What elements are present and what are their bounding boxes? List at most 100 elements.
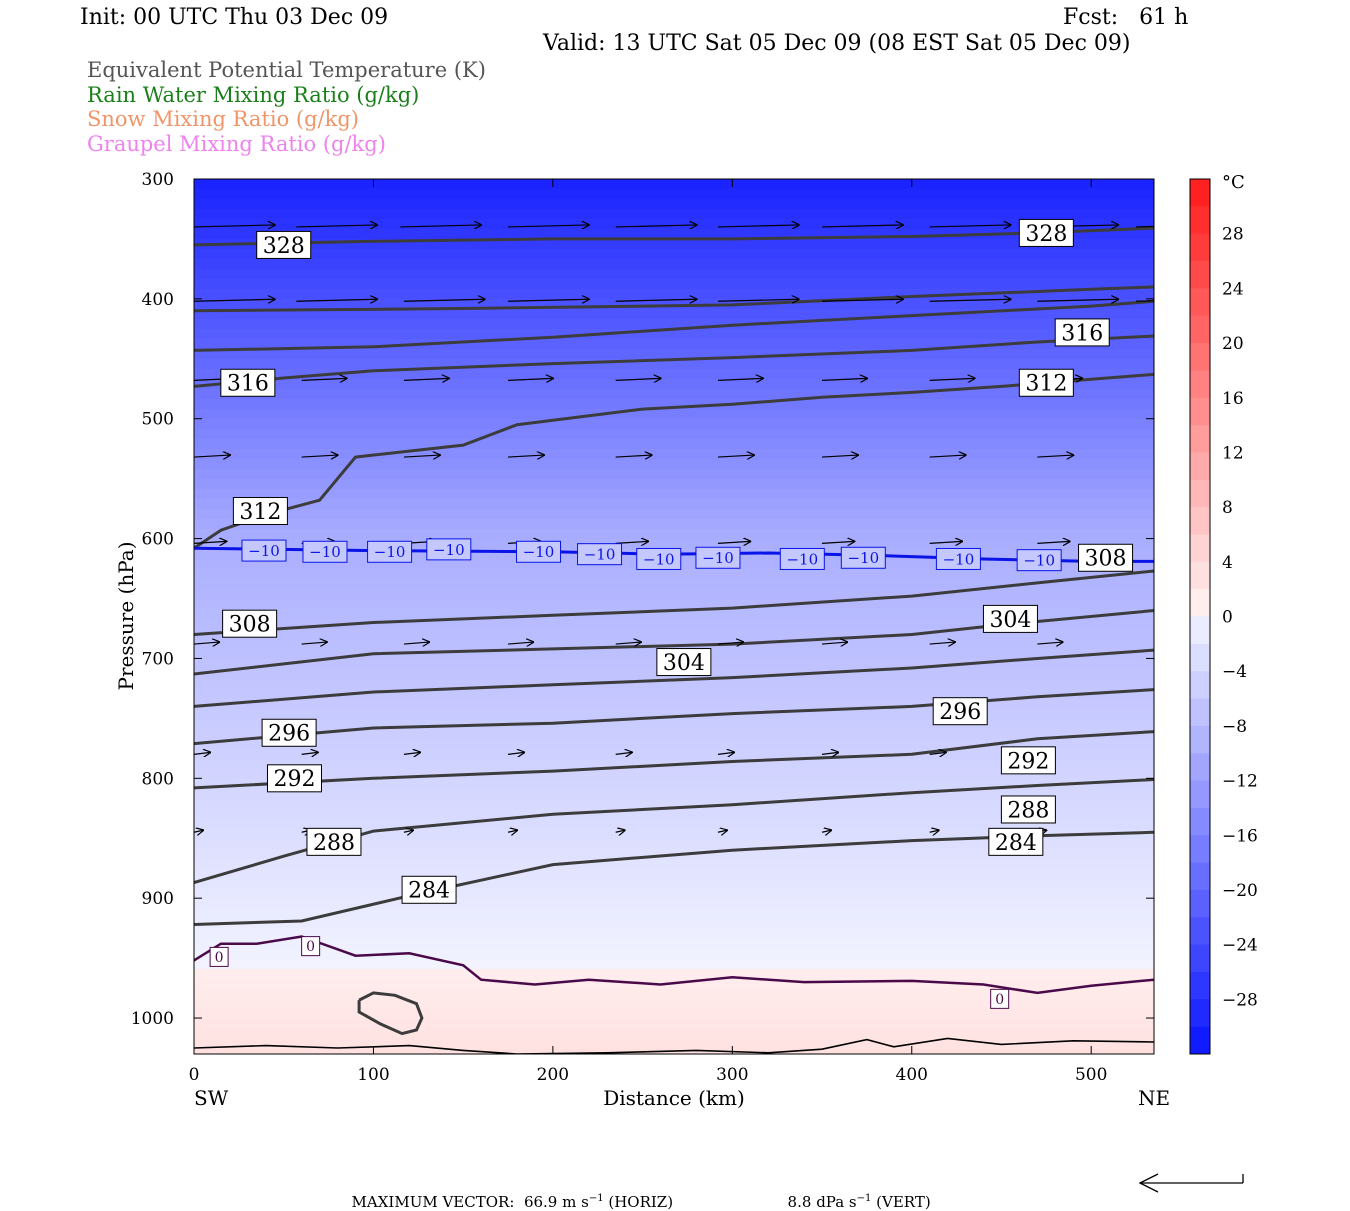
temperature-band — [194, 879, 1154, 890]
minus10-label-box — [516, 540, 562, 563]
temperature-band — [194, 529, 1154, 540]
y-tick-label: 1000 — [131, 1009, 174, 1029]
colorbar-swatch — [1190, 1026, 1210, 1055]
theta-e-contour-288 — [194, 778, 1154, 885]
temperature-band — [194, 539, 1154, 550]
x-tick-label: 200 — [537, 1065, 569, 1085]
wind-vector — [717, 541, 750, 543]
minus10-label: −10 — [695, 546, 741, 569]
wind-vector — [717, 455, 754, 457]
minus10-label-text: −10 — [248, 542, 280, 560]
wind-vector — [929, 225, 1011, 227]
temperature-band — [194, 1019, 1154, 1030]
minus10-label: −10 — [636, 547, 682, 570]
colorbar-swatch — [1190, 288, 1210, 317]
theta-e-label-box — [1078, 543, 1134, 572]
theta-e-label: 312 — [232, 497, 288, 526]
max-vector-horiz-tag: (HORIZ) — [608, 1193, 674, 1211]
temperature-band — [194, 439, 1154, 450]
minus10-label: −10 — [426, 538, 472, 561]
minus10-label: −10 — [1016, 549, 1062, 572]
theta-e-label-text: 316 — [1061, 321, 1103, 346]
max-vector-vert-exp: −1 — [856, 1193, 872, 1204]
max-vector-horiz-exp: −1 — [588, 1193, 604, 1204]
minus10-label: −10 — [516, 540, 562, 563]
temperature-band — [194, 219, 1154, 230]
colorbar-swatch — [1190, 862, 1210, 891]
colorbar-swatch — [1190, 561, 1210, 590]
minus10-label-text: −10 — [433, 541, 465, 559]
colorbar-swatch — [1190, 179, 1210, 207]
wind-vector — [296, 299, 377, 301]
temperature-band — [194, 179, 1154, 190]
y-axis-title: Pressure (hPa) — [114, 542, 138, 691]
temperature-band — [194, 309, 1154, 320]
max-vector-arrow-icon — [1138, 1173, 1244, 1193]
temperature-band — [194, 599, 1154, 610]
colorbar-tick-label: −20 — [1222, 881, 1258, 901]
theta-e-label: 288 — [306, 827, 362, 856]
temperature-band — [194, 809, 1154, 820]
colorbar-swatch — [1190, 479, 1210, 508]
temperature-band — [194, 699, 1154, 710]
x-tick-label: 100 — [357, 1065, 389, 1085]
temperature-band — [194, 329, 1154, 340]
theta-e-contour-300 — [194, 648, 1154, 708]
minus10-label-text: −10 — [1023, 552, 1055, 570]
theta-e-label-box — [1018, 368, 1074, 397]
x-axis-title: Distance (km) — [603, 1086, 745, 1110]
temperature-band — [194, 349, 1154, 360]
wind-vector — [507, 378, 553, 380]
legend-snow: Snow Mixing Ratio (g/kg) — [87, 107, 359, 131]
wind-vector — [1037, 455, 1073, 457]
theta-e-label-box — [1000, 795, 1056, 824]
wind-vector — [400, 225, 481, 227]
theta-e-label-text: 292 — [273, 767, 315, 792]
theta-e-label: 308 — [1078, 543, 1134, 572]
legend-theta-e: Equivalent Potential Temperature (K) — [87, 58, 486, 82]
temperature-band — [194, 729, 1154, 740]
wind-vector — [1037, 299, 1118, 301]
wind-vector — [615, 455, 652, 457]
colorbar-swatch — [1190, 507, 1210, 535]
max-vector-vert-note: 8.8 dPa s−1 (VERT) — [778, 1175, 931, 1211]
temperature-band — [194, 209, 1154, 220]
wind-vector — [615, 752, 632, 754]
wind-vector — [1136, 225, 1154, 228]
minus10-label-text: −10 — [943, 550, 975, 568]
temperature-band — [194, 929, 1154, 940]
zero-label-text: 0 — [995, 992, 1004, 1008]
wind-vector — [615, 642, 641, 644]
theta-e-label: 328 — [1018, 218, 1074, 247]
y-tick-label: 300 — [142, 170, 174, 190]
y-tick-label: 700 — [142, 649, 174, 669]
colorbar-swatch — [1190, 397, 1210, 426]
theta-e-label-box — [988, 827, 1044, 856]
colorbar-unit: °C — [1222, 172, 1245, 193]
temperature-band — [194, 369, 1154, 380]
temperature-band — [194, 579, 1154, 590]
colorbar-swatch — [1190, 370, 1210, 399]
temperature-band — [194, 479, 1154, 490]
temperature-band — [194, 519, 1154, 530]
theta-e-label-box — [220, 368, 276, 397]
temperature-band — [194, 1039, 1154, 1050]
y-tick-label: 500 — [142, 410, 174, 430]
temperature-band — [194, 489, 1154, 500]
temperature-band — [194, 999, 1154, 1010]
max-vector-note: MAXIMUM VECTOR: 66.9 m s−1 (HORIZ) — [342, 1175, 674, 1211]
wind-vector — [929, 378, 975, 380]
wind-vector — [929, 642, 955, 644]
wind-vector — [508, 299, 589, 301]
theta-e-label: 296 — [261, 718, 317, 747]
zero-label-box — [301, 936, 321, 957]
colorbar-tick-label: −8 — [1222, 717, 1247, 737]
minus10-label-box — [367, 540, 413, 563]
colorbar-tick-label: −28 — [1222, 990, 1258, 1010]
theta-e-label-text: 296 — [939, 700, 981, 725]
wind-vector — [194, 752, 210, 754]
minus10-label: −10 — [779, 547, 825, 570]
theta-e-label: 292 — [1000, 746, 1056, 775]
temperature-band — [194, 289, 1154, 300]
